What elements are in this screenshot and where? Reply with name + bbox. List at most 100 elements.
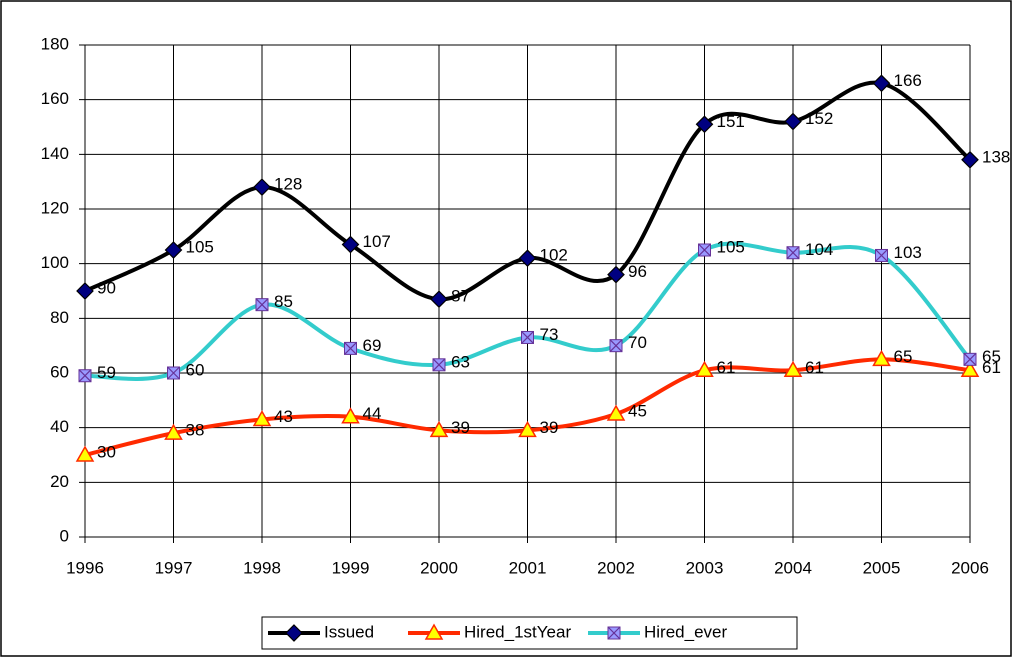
marker-shape [518, 249, 537, 268]
marker-shape [78, 369, 92, 383]
marker-shape [872, 349, 891, 367]
marker-shape [429, 420, 449, 438]
x-tick-label: 2001 [509, 558, 547, 577]
y-tick-label: 120 [41, 198, 69, 217]
marker [255, 298, 269, 312]
marker [518, 420, 537, 438]
x-tick-label: 1998 [243, 558, 281, 577]
marker-shape [606, 404, 626, 421]
marker-shape [253, 178, 271, 196]
marker [341, 235, 360, 254]
marker-shape [695, 360, 714, 378]
marker [518, 249, 537, 268]
data-label: 45 [628, 401, 647, 420]
marker [960, 360, 980, 378]
marker [695, 115, 714, 134]
marker-shape [255, 298, 269, 312]
marker-shape [875, 249, 888, 262]
marker-shape [698, 243, 711, 257]
data-label: 151 [717, 112, 745, 131]
x-tick-label: 2006 [951, 558, 989, 577]
legend-label: Hired_1stYear [464, 622, 571, 641]
x-tick-label: 2004 [774, 558, 812, 577]
data-label: 104 [805, 240, 833, 259]
data-label: 85 [274, 292, 293, 311]
data-label: 65 [894, 347, 913, 366]
marker-shape [424, 623, 444, 640]
marker [253, 178, 271, 196]
data-label: 103 [894, 243, 922, 262]
data-label: 61 [982, 358, 1001, 377]
y-tick-label: 20 [50, 472, 69, 491]
marker [698, 243, 711, 257]
data-label: 102 [540, 246, 568, 265]
marker [252, 409, 272, 427]
marker [164, 241, 183, 259]
marker [432, 358, 446, 372]
marker-shape [784, 112, 802, 131]
data-label: 43 [274, 407, 293, 426]
marker [75, 445, 95, 462]
marker-shape [167, 366, 180, 380]
x-tick-label: 1996 [66, 558, 104, 577]
y-tick-label: 100 [41, 253, 69, 272]
marker [963, 352, 977, 366]
marker-shape [341, 407, 360, 424]
marker [607, 265, 625, 284]
data-label: 107 [363, 232, 391, 251]
y-tick-label: 0 [60, 526, 69, 545]
marker [344, 341, 357, 355]
x-tick-label: 1999 [332, 558, 370, 577]
marker [872, 74, 891, 93]
data-label: 60 [186, 360, 205, 379]
data-label: 63 [451, 352, 470, 371]
data-label: 152 [805, 109, 833, 128]
y-tick-label: 60 [50, 362, 69, 381]
marker-shape [341, 235, 360, 254]
data-label: 69 [363, 336, 382, 355]
marker [76, 282, 94, 300]
marker [695, 360, 714, 378]
data-label: 39 [540, 418, 559, 437]
x-tick-label: 2005 [863, 558, 901, 577]
marker-shape [432, 358, 446, 372]
marker [521, 330, 534, 344]
marker [430, 290, 448, 309]
data-label: 73 [540, 325, 559, 344]
marker-shape [607, 626, 621, 640]
legend-label: Hired_ever [644, 622, 727, 641]
data-label: 90 [97, 278, 116, 297]
marker [424, 623, 444, 640]
x-tick-label: 2002 [597, 558, 635, 577]
marker [429, 420, 449, 438]
marker [78, 369, 92, 383]
marker-shape [872, 74, 891, 93]
y-tick-label: 180 [41, 34, 69, 53]
data-label: 105 [717, 237, 745, 256]
marker [786, 246, 800, 260]
data-label: 38 [186, 421, 205, 440]
data-label: 65 [982, 347, 1001, 366]
data-label: 70 [628, 333, 647, 352]
marker [609, 339, 623, 353]
marker [606, 404, 626, 421]
marker [341, 407, 360, 424]
marker [783, 360, 803, 378]
marker-shape [75, 445, 95, 462]
x-tick-label: 2003 [686, 558, 724, 577]
data-label: 59 [97, 363, 116, 382]
marker-shape [344, 341, 357, 355]
data-label: 138 [982, 147, 1010, 166]
marker-shape [609, 339, 623, 353]
marker-shape [521, 331, 534, 344]
marker-shape [963, 352, 977, 366]
marker [784, 112, 802, 131]
data-label: 96 [628, 262, 647, 281]
marker-shape [430, 290, 448, 309]
y-tick-label: 160 [41, 89, 69, 108]
x-tick-label: 1997 [155, 558, 193, 577]
marker-shape [164, 423, 183, 440]
marker [607, 626, 621, 640]
